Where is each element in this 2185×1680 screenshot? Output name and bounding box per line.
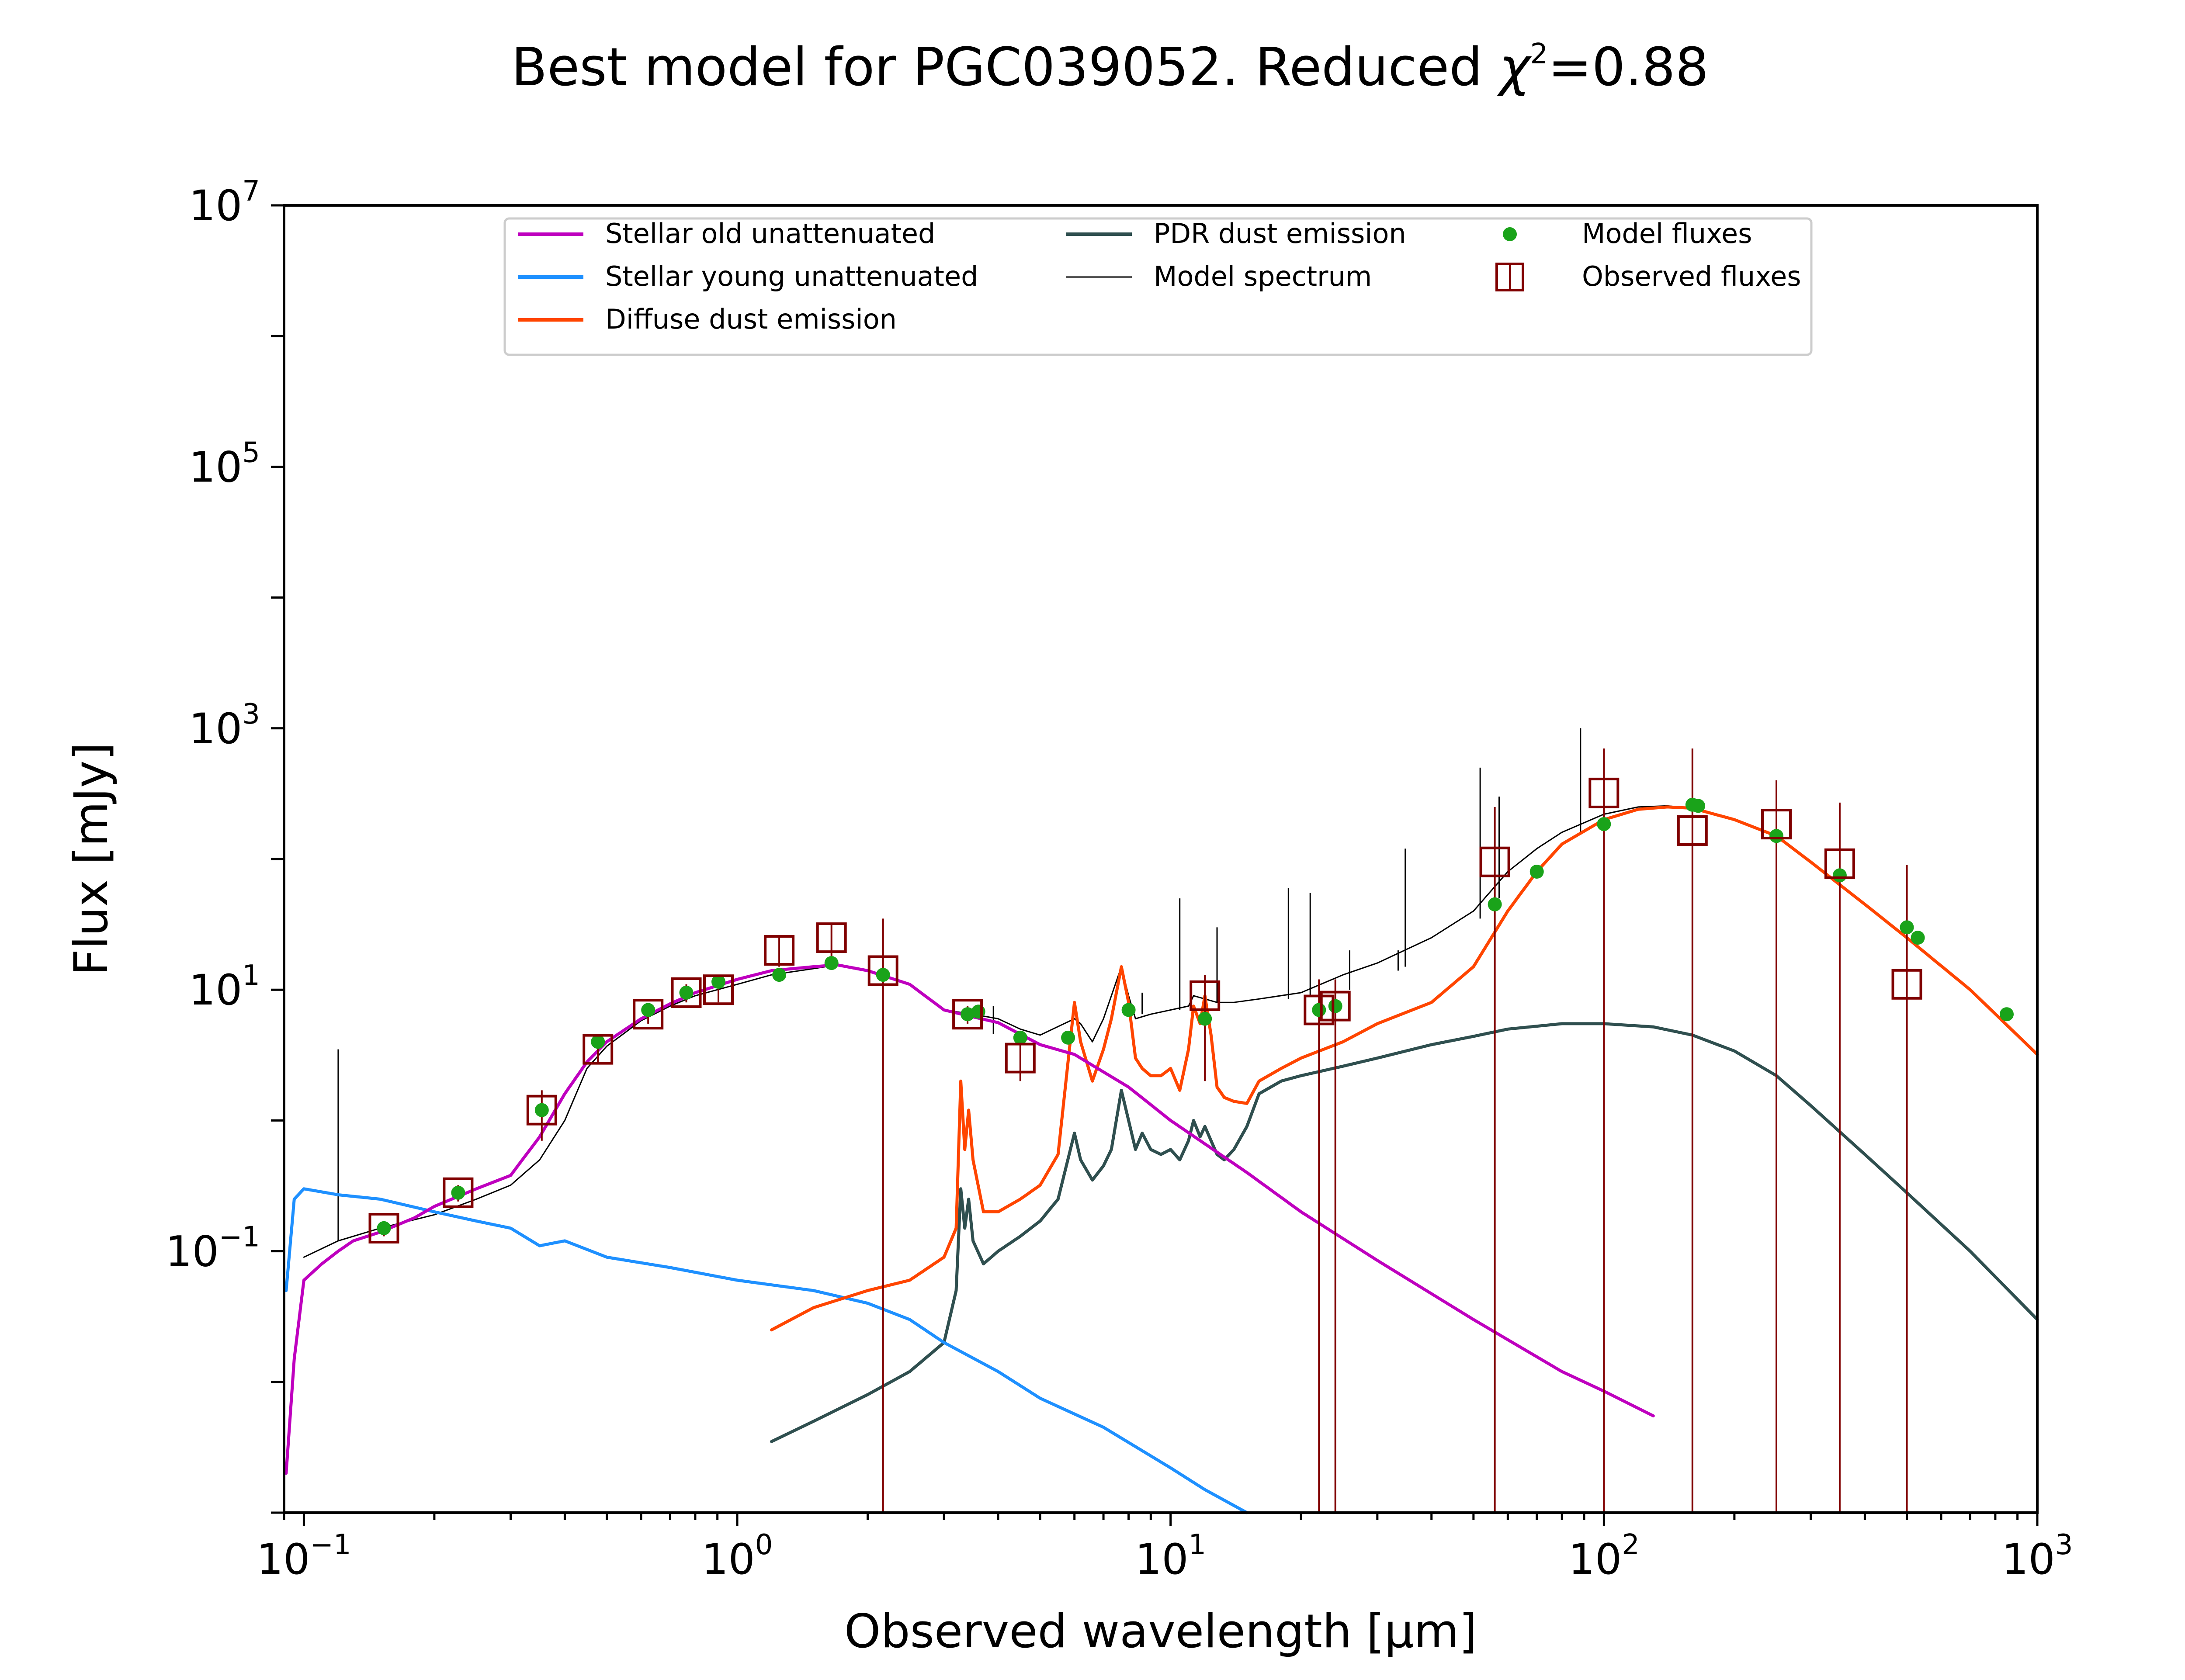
observed-flux-point-4 bbox=[633, 999, 664, 1030]
x-tick-label-2: 101 bbox=[1135, 1529, 1206, 1584]
x-axis: 10−1 100 101 102 103 bbox=[257, 1513, 2073, 1584]
plot-frame bbox=[283, 204, 2039, 1514]
series-model-spectrum bbox=[303, 805, 2038, 1258]
y-tick-label-3: 105 bbox=[189, 436, 260, 492]
legend-entry-pdr-dust: PDR dust emission bbox=[1066, 218, 1406, 249]
observed-flux-point-14 bbox=[1320, 991, 1351, 1022]
model-flux-point-0 bbox=[377, 1221, 391, 1235]
y-tick-label-0: 10−1 bbox=[166, 1221, 260, 1276]
observed-flux-point-17 bbox=[1677, 815, 1708, 846]
model-flux-point-25 bbox=[1900, 920, 1914, 935]
model-flux-point-22 bbox=[1691, 799, 1705, 813]
model-flux-point-20 bbox=[1597, 817, 1611, 831]
chart-title-suffix: =0.88 bbox=[1548, 37, 1709, 98]
legend-entry-diffuse-dust: Diffuse dust emission bbox=[518, 303, 897, 335]
y-tick-label-1: 101 bbox=[189, 960, 260, 1015]
chart-title: Best model for PGC039052. Reduced χ2=0.8… bbox=[511, 37, 1709, 98]
legend-entries: Stellar old unattenuated Stellar young un… bbox=[518, 218, 1801, 335]
legend-label: Stellar young unattenuated bbox=[605, 260, 978, 292]
y-tick-label-4: 107 bbox=[189, 175, 260, 230]
legend-label: Diffuse dust emission bbox=[605, 303, 897, 335]
model-flux-point-19 bbox=[1530, 865, 1544, 879]
observed-flux-point-12 bbox=[1190, 980, 1221, 1011]
model-flux-point-26 bbox=[1911, 931, 1925, 945]
legend-label: Observed fluxes bbox=[1582, 260, 1801, 292]
legend-entry-model-spectrum: Model spectrum bbox=[1066, 260, 1372, 292]
legend-label: Model spectrum bbox=[1154, 260, 1372, 292]
model-flux-point-3 bbox=[591, 1035, 605, 1049]
series-layer bbox=[284, 728, 2039, 1514]
x-tick-label-3: 102 bbox=[1568, 1529, 1640, 1584]
x-tick-label-1: 100 bbox=[702, 1529, 773, 1584]
observed-flux-point-11 bbox=[1005, 1043, 1036, 1074]
model-flux-point-15 bbox=[1198, 1011, 1212, 1026]
observed-flux-point-5 bbox=[671, 977, 702, 1008]
model-flux-point-8 bbox=[824, 956, 839, 970]
x-tick-label-0: 10−1 bbox=[257, 1529, 351, 1584]
model-flux-point-1 bbox=[451, 1185, 465, 1200]
legend-dot-swatch bbox=[1503, 227, 1517, 241]
legend-label: Model fluxes bbox=[1582, 218, 1752, 249]
model-flux-point-7 bbox=[772, 968, 787, 982]
model-flux-point-16 bbox=[1312, 1003, 1326, 1017]
observed-flux-point-19 bbox=[1824, 848, 1855, 879]
series-stellar-young bbox=[284, 1187, 1249, 1514]
observed-flux-point-2 bbox=[526, 1095, 557, 1126]
observed-flux-point-9 bbox=[867, 955, 898, 986]
y-axis: 10−1 101 103 105 107 bbox=[166, 175, 284, 1514]
y-axis-label: Flux [mJy] bbox=[64, 742, 118, 976]
observed-flux-point-15 bbox=[1479, 846, 1510, 877]
model-flux-point-9 bbox=[876, 968, 890, 982]
model-flux-point-13 bbox=[1061, 1030, 1075, 1045]
model-flux-point-6 bbox=[711, 975, 725, 989]
chart-title-chi: χ bbox=[1497, 37, 1532, 98]
model-flux-point-14 bbox=[1121, 1003, 1136, 1017]
series-diffuse-dust bbox=[770, 805, 2039, 1332]
series-pdr-dust bbox=[770, 1022, 2039, 1443]
points-layer bbox=[368, 748, 2014, 1513]
observed-flux-point-6 bbox=[703, 974, 734, 1005]
observed-flux-point-8 bbox=[816, 922, 847, 953]
legend-label: Stellar old unattenuated bbox=[605, 218, 935, 249]
x-tick-label-4: 103 bbox=[2002, 1529, 2073, 1584]
observed-flux-point-0 bbox=[368, 1212, 399, 1244]
model-flux-point-18 bbox=[1488, 897, 1502, 911]
model-flux-point-5 bbox=[679, 985, 694, 1000]
model-flux-point-2 bbox=[534, 1103, 549, 1117]
model-flux-point-12 bbox=[1013, 1030, 1027, 1045]
model-flux-point-27 bbox=[2000, 1007, 2014, 1022]
legend: Stellar old unattenuated Stellar young un… bbox=[503, 217, 1813, 356]
observed-flux-point-13 bbox=[1304, 994, 1335, 1025]
legend-label: PDR dust emission bbox=[1154, 218, 1406, 249]
legend-entry-observed: Observed fluxes bbox=[1495, 260, 1801, 292]
model-flux-point-4 bbox=[641, 1003, 656, 1017]
x-axis-label: Observed wavelength [μm] bbox=[844, 1604, 1477, 1658]
observed-flux-point-7 bbox=[764, 935, 795, 966]
observed-flux-point-10 bbox=[952, 999, 983, 1030]
observed-flux-point-18 bbox=[1761, 809, 1792, 840]
observed-flux-point-1 bbox=[443, 1177, 474, 1208]
observed-flux-point-16 bbox=[1588, 777, 1620, 808]
model-flux-point-24 bbox=[1832, 868, 1847, 883]
legend-entry-stellar-old: Stellar old unattenuated bbox=[518, 218, 935, 249]
y-tick-label-2: 103 bbox=[189, 698, 260, 753]
observed-flux-point-3 bbox=[583, 1034, 614, 1065]
model-flux-point-10 bbox=[961, 1007, 975, 1022]
model-flux-point-11 bbox=[971, 1005, 985, 1019]
legend-entry-model-fluxes: Model fluxes bbox=[1503, 218, 1752, 249]
model-flux-point-23 bbox=[1769, 829, 1783, 843]
chart-title-sup: 2 bbox=[1530, 38, 1548, 70]
observed-flux-point-20 bbox=[1891, 969, 1922, 1000]
model-flux-point-17 bbox=[1328, 999, 1342, 1013]
chart-title-prefix: Best model for PGC039052. Reduced bbox=[511, 37, 1499, 98]
legend-box bbox=[503, 217, 1813, 356]
legend-entry-stellar-young: Stellar young unattenuated bbox=[518, 260, 978, 292]
